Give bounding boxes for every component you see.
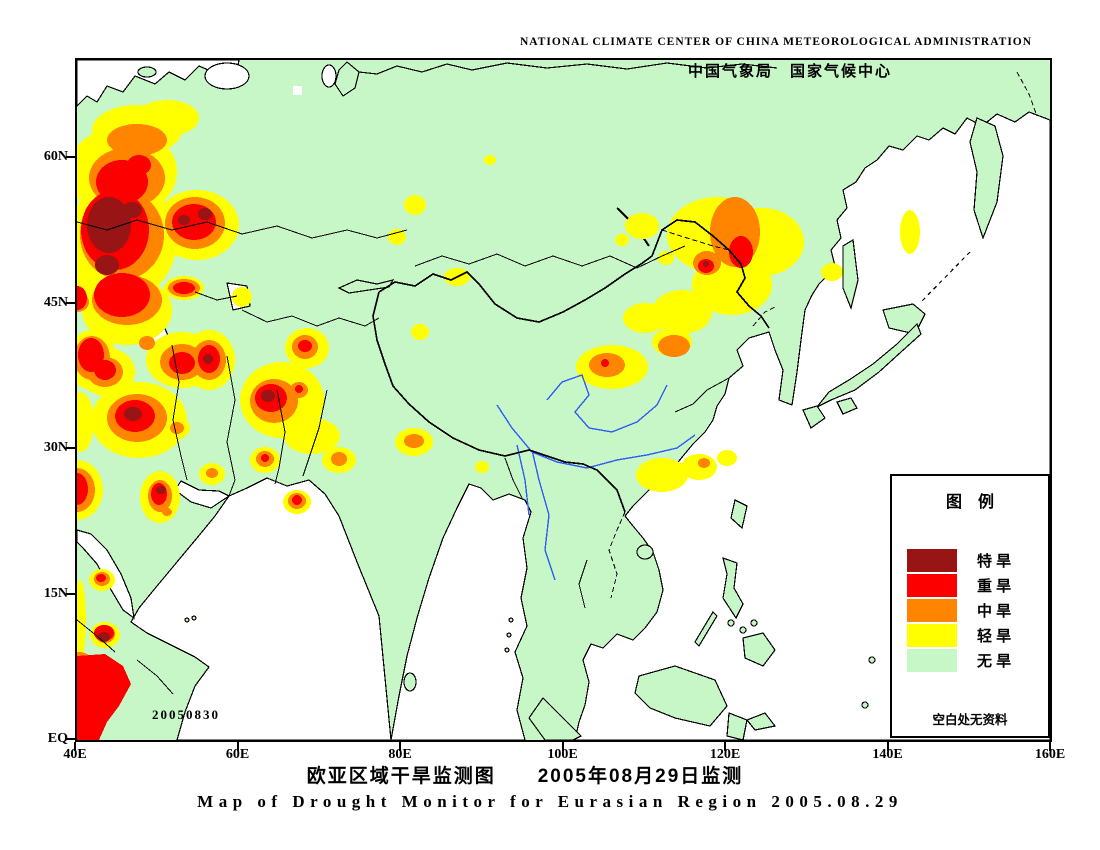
lat-tick — [66, 156, 75, 158]
legend-swatch — [907, 624, 957, 647]
sakhalin — [842, 239, 859, 310]
palawan — [694, 611, 718, 647]
lat-label-EQ: EQ — [47, 731, 68, 746]
honshu — [816, 322, 922, 408]
persian-gulf — [174, 480, 231, 509]
legend-title: 图 例 — [945, 494, 994, 511]
lon-label-120E: 120E — [709, 747, 741, 762]
legend-rows: 特 旱重 旱中 旱轻 旱无 旱 — [907, 548, 1011, 673]
legend-item: 中 旱 — [907, 598, 1011, 623]
lon-tick — [886, 742, 889, 751]
yangtze-river — [496, 404, 696, 469]
lat-label-30N: 30N — [43, 440, 68, 455]
arctic-sea-lobe — [204, 62, 250, 90]
yellow-river — [546, 374, 668, 433]
legend-item-label: 特 旱 — [977, 553, 1012, 570]
agency-title-english: NATIONAL CLIMATE CENTER OF CHINA METEORO… — [520, 36, 1033, 48]
legend-item-label: 中 旱 — [977, 603, 1012, 620]
luzon — [722, 557, 744, 620]
lon-tick — [1049, 742, 1051, 751]
lon-tick — [74, 742, 76, 751]
lat-tick — [66, 738, 75, 740]
socotra — [184, 617, 190, 623]
no-data-pixel — [293, 86, 302, 95]
lat-tick — [66, 301, 75, 304]
sulawesi — [726, 712, 748, 740]
ob-gulf — [321, 64, 337, 88]
lat-label-15N: 15N — [43, 585, 68, 601]
kuril-islands-line — [919, 251, 971, 304]
legend-item-label: 重 旱 — [977, 578, 1012, 595]
legend-box: 图 例 特 旱重 旱中 旱轻 旱无 旱 空白处无资料 — [890, 474, 1050, 738]
legend-swatch — [907, 574, 957, 597]
bay-of-bengal — [390, 483, 532, 740]
drought-map-canvas — [77, 60, 1050, 740]
taiwan — [730, 499, 748, 530]
islands — [184, 117, 1004, 740]
dashed-borders — [608, 71, 1038, 599]
lon-label-60E: 60E — [225, 747, 250, 762]
country-borders — [77, 219, 730, 695]
shikoku — [836, 397, 858, 415]
legend-item: 特 旱 — [907, 548, 1011, 573]
sumatra — [528, 697, 583, 740]
borneo — [634, 665, 728, 727]
lon-label-100E: 100E — [547, 747, 578, 762]
arabian-sea — [130, 477, 392, 740]
legend-item-label: 无 旱 — [977, 653, 1012, 670]
lon-label-140E: 140E — [872, 747, 903, 762]
drought-extreme-layer — [87, 197, 709, 642]
lat-tick — [66, 592, 75, 595]
lon-tick — [399, 742, 401, 751]
lat-label-45N: 45N — [43, 294, 68, 310]
siberia-coast — [358, 62, 778, 75]
hainan — [636, 544, 654, 560]
lat-label-60N: 60N — [43, 149, 68, 164]
legend-swatch — [907, 649, 957, 672]
legend-item-label: 轻 旱 — [977, 628, 1012, 645]
sri-lanka — [403, 672, 417, 692]
mindanao — [742, 632, 776, 667]
legend-item: 无 旱 — [907, 648, 1011, 673]
map-caption-english: Map of Drought Monitor for Eurasian Regi… — [197, 792, 903, 811]
arctic-island — [137, 66, 157, 78]
lon-label-80E: 80E — [388, 747, 412, 762]
mekong-river — [531, 449, 556, 581]
lon-tick — [561, 742, 564, 751]
legend-swatch — [907, 549, 957, 572]
map-frame — [75, 58, 1052, 742]
legend-item: 轻 旱 — [907, 623, 1011, 648]
agency-title-chinese: 中国气象局 国家气候中心 — [687, 63, 892, 80]
legend-item: 重 旱 — [907, 573, 1011, 598]
lon-label-40E: 40E — [63, 747, 87, 762]
lon-tick — [724, 742, 726, 751]
lon-tick — [236, 742, 239, 751]
kyushu — [802, 405, 826, 429]
kamchatka — [969, 117, 1004, 240]
map-date-stamp: 20050830 — [152, 707, 220, 722]
china-border — [372, 219, 770, 513]
map-caption-chinese: 欧亚区域干旱监测图 2005年08月29日监测 — [306, 766, 744, 787]
legend-swatch — [907, 599, 957, 622]
lon-label-160E: 160E — [1034, 747, 1066, 762]
legend-footnote: 空白处无资料 — [932, 713, 1008, 727]
lat-tick — [66, 447, 75, 449]
rivers — [496, 374, 696, 581]
salween-river — [516, 444, 530, 516]
